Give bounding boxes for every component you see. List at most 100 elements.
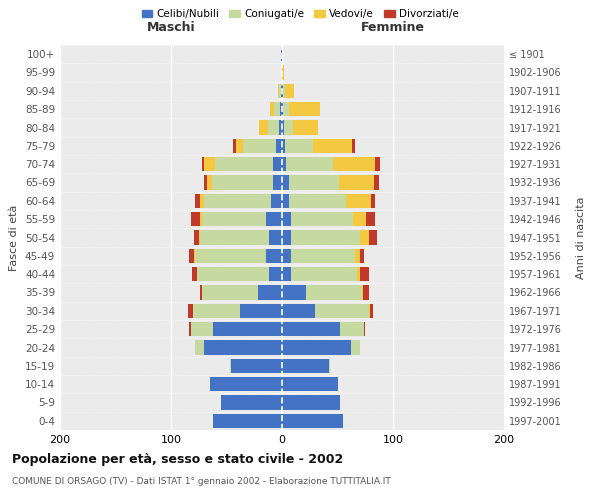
Bar — [282, 304, 316, 318]
Bar — [282, 66, 284, 80]
Bar — [313, 138, 352, 153]
Bar — [210, 377, 282, 392]
Bar — [282, 176, 289, 190]
Bar — [371, 194, 375, 208]
Bar — [364, 322, 365, 336]
Bar — [358, 267, 360, 281]
Bar — [360, 267, 368, 281]
Bar — [271, 194, 282, 208]
Bar — [286, 138, 313, 153]
Bar — [199, 230, 200, 244]
Bar — [266, 212, 282, 226]
Bar — [191, 322, 213, 336]
Bar — [367, 212, 375, 226]
Bar — [282, 138, 286, 153]
Bar — [204, 176, 206, 190]
Bar — [363, 286, 368, 300]
Y-axis label: Anni di nascita: Anni di nascita — [575, 196, 586, 279]
Bar — [215, 157, 273, 172]
Bar — [233, 138, 236, 153]
Bar — [370, 304, 373, 318]
Bar — [230, 358, 231, 373]
Bar — [291, 248, 355, 263]
Bar — [293, 120, 317, 134]
Bar — [204, 157, 215, 172]
Bar — [360, 248, 364, 263]
Y-axis label: Fasce di età: Fasce di età — [10, 204, 19, 270]
Bar — [189, 248, 194, 263]
Bar — [329, 358, 330, 373]
Bar — [280, 102, 282, 117]
Bar — [269, 230, 282, 244]
Bar — [206, 176, 212, 190]
Bar — [333, 157, 375, 172]
Bar — [221, 396, 282, 409]
Bar — [189, 322, 191, 336]
Bar — [286, 157, 333, 172]
Bar — [196, 194, 200, 208]
Bar — [196, 340, 204, 354]
Bar — [191, 212, 200, 226]
Bar — [200, 212, 202, 226]
Bar — [268, 120, 278, 134]
Bar — [188, 304, 193, 318]
Bar — [360, 230, 368, 244]
Bar — [278, 120, 282, 134]
Bar — [289, 102, 320, 117]
Bar — [289, 194, 346, 208]
Bar — [278, 84, 281, 98]
Bar — [194, 248, 196, 263]
Bar — [338, 176, 374, 190]
Bar — [374, 176, 379, 190]
Bar — [202, 212, 266, 226]
Bar — [193, 304, 240, 318]
Bar — [346, 194, 371, 208]
Bar — [282, 340, 351, 354]
Bar — [196, 248, 266, 263]
Bar — [202, 286, 257, 300]
Bar — [352, 138, 355, 153]
Bar — [273, 157, 282, 172]
Bar — [286, 84, 294, 98]
Bar — [282, 194, 289, 208]
Bar — [284, 120, 293, 134]
Bar — [282, 396, 340, 409]
Bar — [213, 322, 282, 336]
Bar — [368, 230, 377, 244]
Bar — [282, 414, 343, 428]
Bar — [282, 358, 329, 373]
Bar — [291, 230, 360, 244]
Bar — [266, 248, 282, 263]
Bar — [231, 358, 282, 373]
Bar — [282, 248, 291, 263]
Bar — [213, 414, 282, 428]
Bar — [259, 120, 268, 134]
Bar — [291, 267, 358, 281]
Bar — [362, 286, 363, 300]
Bar — [212, 176, 273, 190]
Bar — [269, 267, 282, 281]
Bar — [200, 194, 204, 208]
Bar — [202, 157, 204, 172]
Bar — [243, 138, 277, 153]
Bar — [282, 286, 307, 300]
Bar — [236, 138, 243, 153]
Bar — [375, 157, 380, 172]
Bar — [340, 322, 364, 336]
Bar — [257, 286, 282, 300]
Bar — [240, 304, 282, 318]
Bar — [200, 230, 269, 244]
Bar — [273, 176, 282, 190]
Bar — [368, 304, 370, 318]
Text: COMUNE DI ORSAGO (TV) - Dati ISTAT 1° gennaio 2002 - Elaborazione TUTTITALIA.IT: COMUNE DI ORSAGO (TV) - Dati ISTAT 1° ge… — [12, 478, 391, 486]
Bar — [355, 248, 360, 263]
Legend: Celibi/Nubili, Coniugati/e, Vedovi/e, Divorziati/e: Celibi/Nubili, Coniugati/e, Vedovi/e, Di… — [137, 5, 463, 24]
Bar — [281, 84, 282, 98]
Bar — [282, 267, 291, 281]
Bar — [316, 304, 368, 318]
Bar — [204, 340, 282, 354]
Bar — [274, 102, 280, 117]
Bar — [282, 120, 284, 134]
Bar — [289, 176, 338, 190]
Bar — [282, 230, 291, 244]
